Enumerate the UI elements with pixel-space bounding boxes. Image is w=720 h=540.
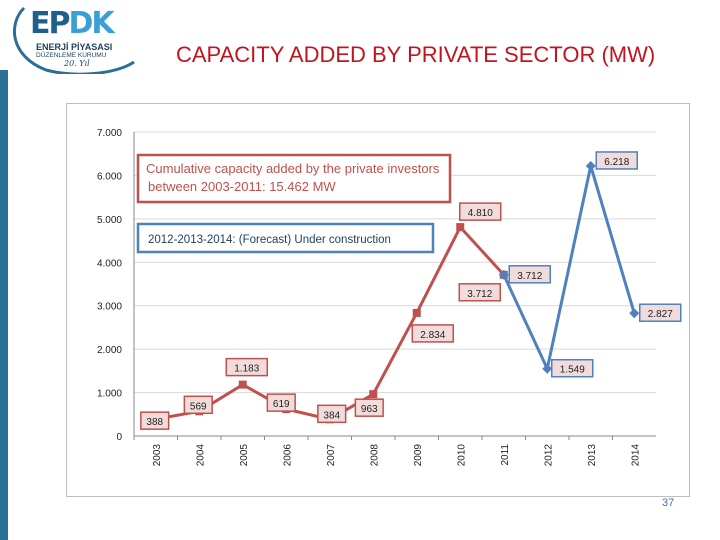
data-label-box bbox=[266, 393, 296, 412]
data-label: 3.712 bbox=[517, 271, 542, 282]
y-tick-label: 7.000 bbox=[97, 128, 122, 139]
x-tick-label: 2014 bbox=[630, 444, 641, 467]
data-label-box bbox=[411, 324, 454, 343]
logo-mark-right: DK bbox=[68, 6, 114, 41]
data-point-marker bbox=[629, 308, 640, 319]
x-tick-label: 2011 bbox=[500, 444, 511, 466]
data-label: 963 bbox=[361, 404, 378, 415]
x-tick-label: 2012 bbox=[543, 444, 554, 467]
data-point-marker bbox=[412, 308, 421, 317]
y-tick-label: 2.000 bbox=[97, 345, 122, 356]
data-label: 6.218 bbox=[604, 157, 629, 168]
data-label: 1.549 bbox=[560, 365, 585, 376]
y-tick-label: 3.000 bbox=[97, 302, 122, 313]
data-label-box bbox=[183, 395, 213, 415]
line-chart: 0 1.000 2.000 3.000 4.000 5.000 6.000 7.000 2003… bbox=[97, 128, 682, 467]
y-tick-label: 4.000 bbox=[97, 258, 122, 269]
x-tick-label: 2004 bbox=[195, 444, 206, 467]
data-label: 569 bbox=[190, 401, 207, 412]
data-label-box bbox=[354, 398, 384, 417]
left-accent-bar bbox=[0, 70, 8, 540]
data-label-box bbox=[459, 202, 502, 221]
data-label: 2.827 bbox=[648, 309, 673, 320]
data-label-box bbox=[508, 265, 551, 284]
data-label-box bbox=[458, 283, 501, 302]
x-tick-label: 2003 bbox=[152, 444, 163, 467]
annotation-box-cumulative bbox=[136, 153, 452, 204]
data-point-marker bbox=[498, 269, 509, 280]
logo-swoosh bbox=[12, 6, 135, 74]
series-line bbox=[155, 225, 505, 421]
data-label: 384 bbox=[323, 410, 340, 421]
x-tick-label: 2008 bbox=[369, 444, 380, 467]
data-label: 388 bbox=[146, 417, 163, 428]
annotation-box-forecast bbox=[136, 222, 435, 254]
logo-line2: DÜZENLEME KURUMU bbox=[36, 52, 107, 59]
data-label-box bbox=[639, 303, 682, 322]
data-label-box bbox=[595, 151, 638, 170]
data-label-box bbox=[225, 357, 268, 377]
data-point-marker bbox=[585, 160, 596, 171]
x-tick-label: 2013 bbox=[587, 444, 598, 467]
x-tick-label: 2010 bbox=[456, 444, 467, 467]
logo-line1: ENERJİ PİYASASI bbox=[36, 42, 113, 52]
x-tick-label: 2006 bbox=[282, 444, 293, 467]
x-tick-label: 2007 bbox=[326, 444, 337, 467]
data-point-marker bbox=[456, 223, 465, 232]
data-label-box bbox=[140, 411, 170, 430]
y-tick-label: 1.000 bbox=[97, 389, 122, 400]
data-label: 3.712 bbox=[467, 289, 492, 300]
annotation-text-cumulative-line2: between 2003-2011: 15.462 MW bbox=[148, 179, 336, 194]
logo-mark: EPDK bbox=[30, 6, 115, 41]
slide-title: CAPACITY ADDED BY PRIVATE SECTOR (MW) bbox=[176, 42, 656, 67]
logo-mark-left: EP bbox=[30, 6, 71, 41]
series-line bbox=[502, 164, 636, 371]
data-label-box bbox=[551, 358, 594, 378]
y-tick-label: 0 bbox=[116, 432, 122, 443]
data-label: 2.834 bbox=[420, 330, 445, 341]
data-point-marker bbox=[542, 363, 553, 374]
data-point-marker bbox=[369, 390, 378, 399]
data-label: 619 bbox=[273, 399, 290, 410]
y-tick-label: 5.000 bbox=[97, 215, 122, 226]
data-label-box bbox=[317, 404, 347, 424]
chart-frame: 0 1.000 2.000 3.000 4.000 5.000 6.000 7.000 2003… bbox=[66, 103, 690, 497]
annotation-text-forecast: 2012-2013-2014: (Forecast) Under constru… bbox=[148, 234, 391, 246]
data-label: 4.810 bbox=[468, 208, 493, 219]
x-tick-label: 2005 bbox=[239, 444, 250, 467]
epdk-logo: EPDK ENERJİ PİYASASI DÜZENLEME KURUMU 20… bbox=[6, 4, 136, 74]
data-point-marker bbox=[238, 380, 247, 389]
x-tick-label: 2009 bbox=[413, 444, 424, 467]
annotation-text-cumulative-line1: Cumulative capacity added by the private… bbox=[146, 161, 440, 176]
y-tick-label: 6.000 bbox=[97, 171, 122, 182]
logo-signature: 20. Yıl bbox=[64, 59, 90, 68]
page-number: 37 bbox=[662, 497, 675, 509]
data-label: 1.183 bbox=[234, 364, 259, 375]
